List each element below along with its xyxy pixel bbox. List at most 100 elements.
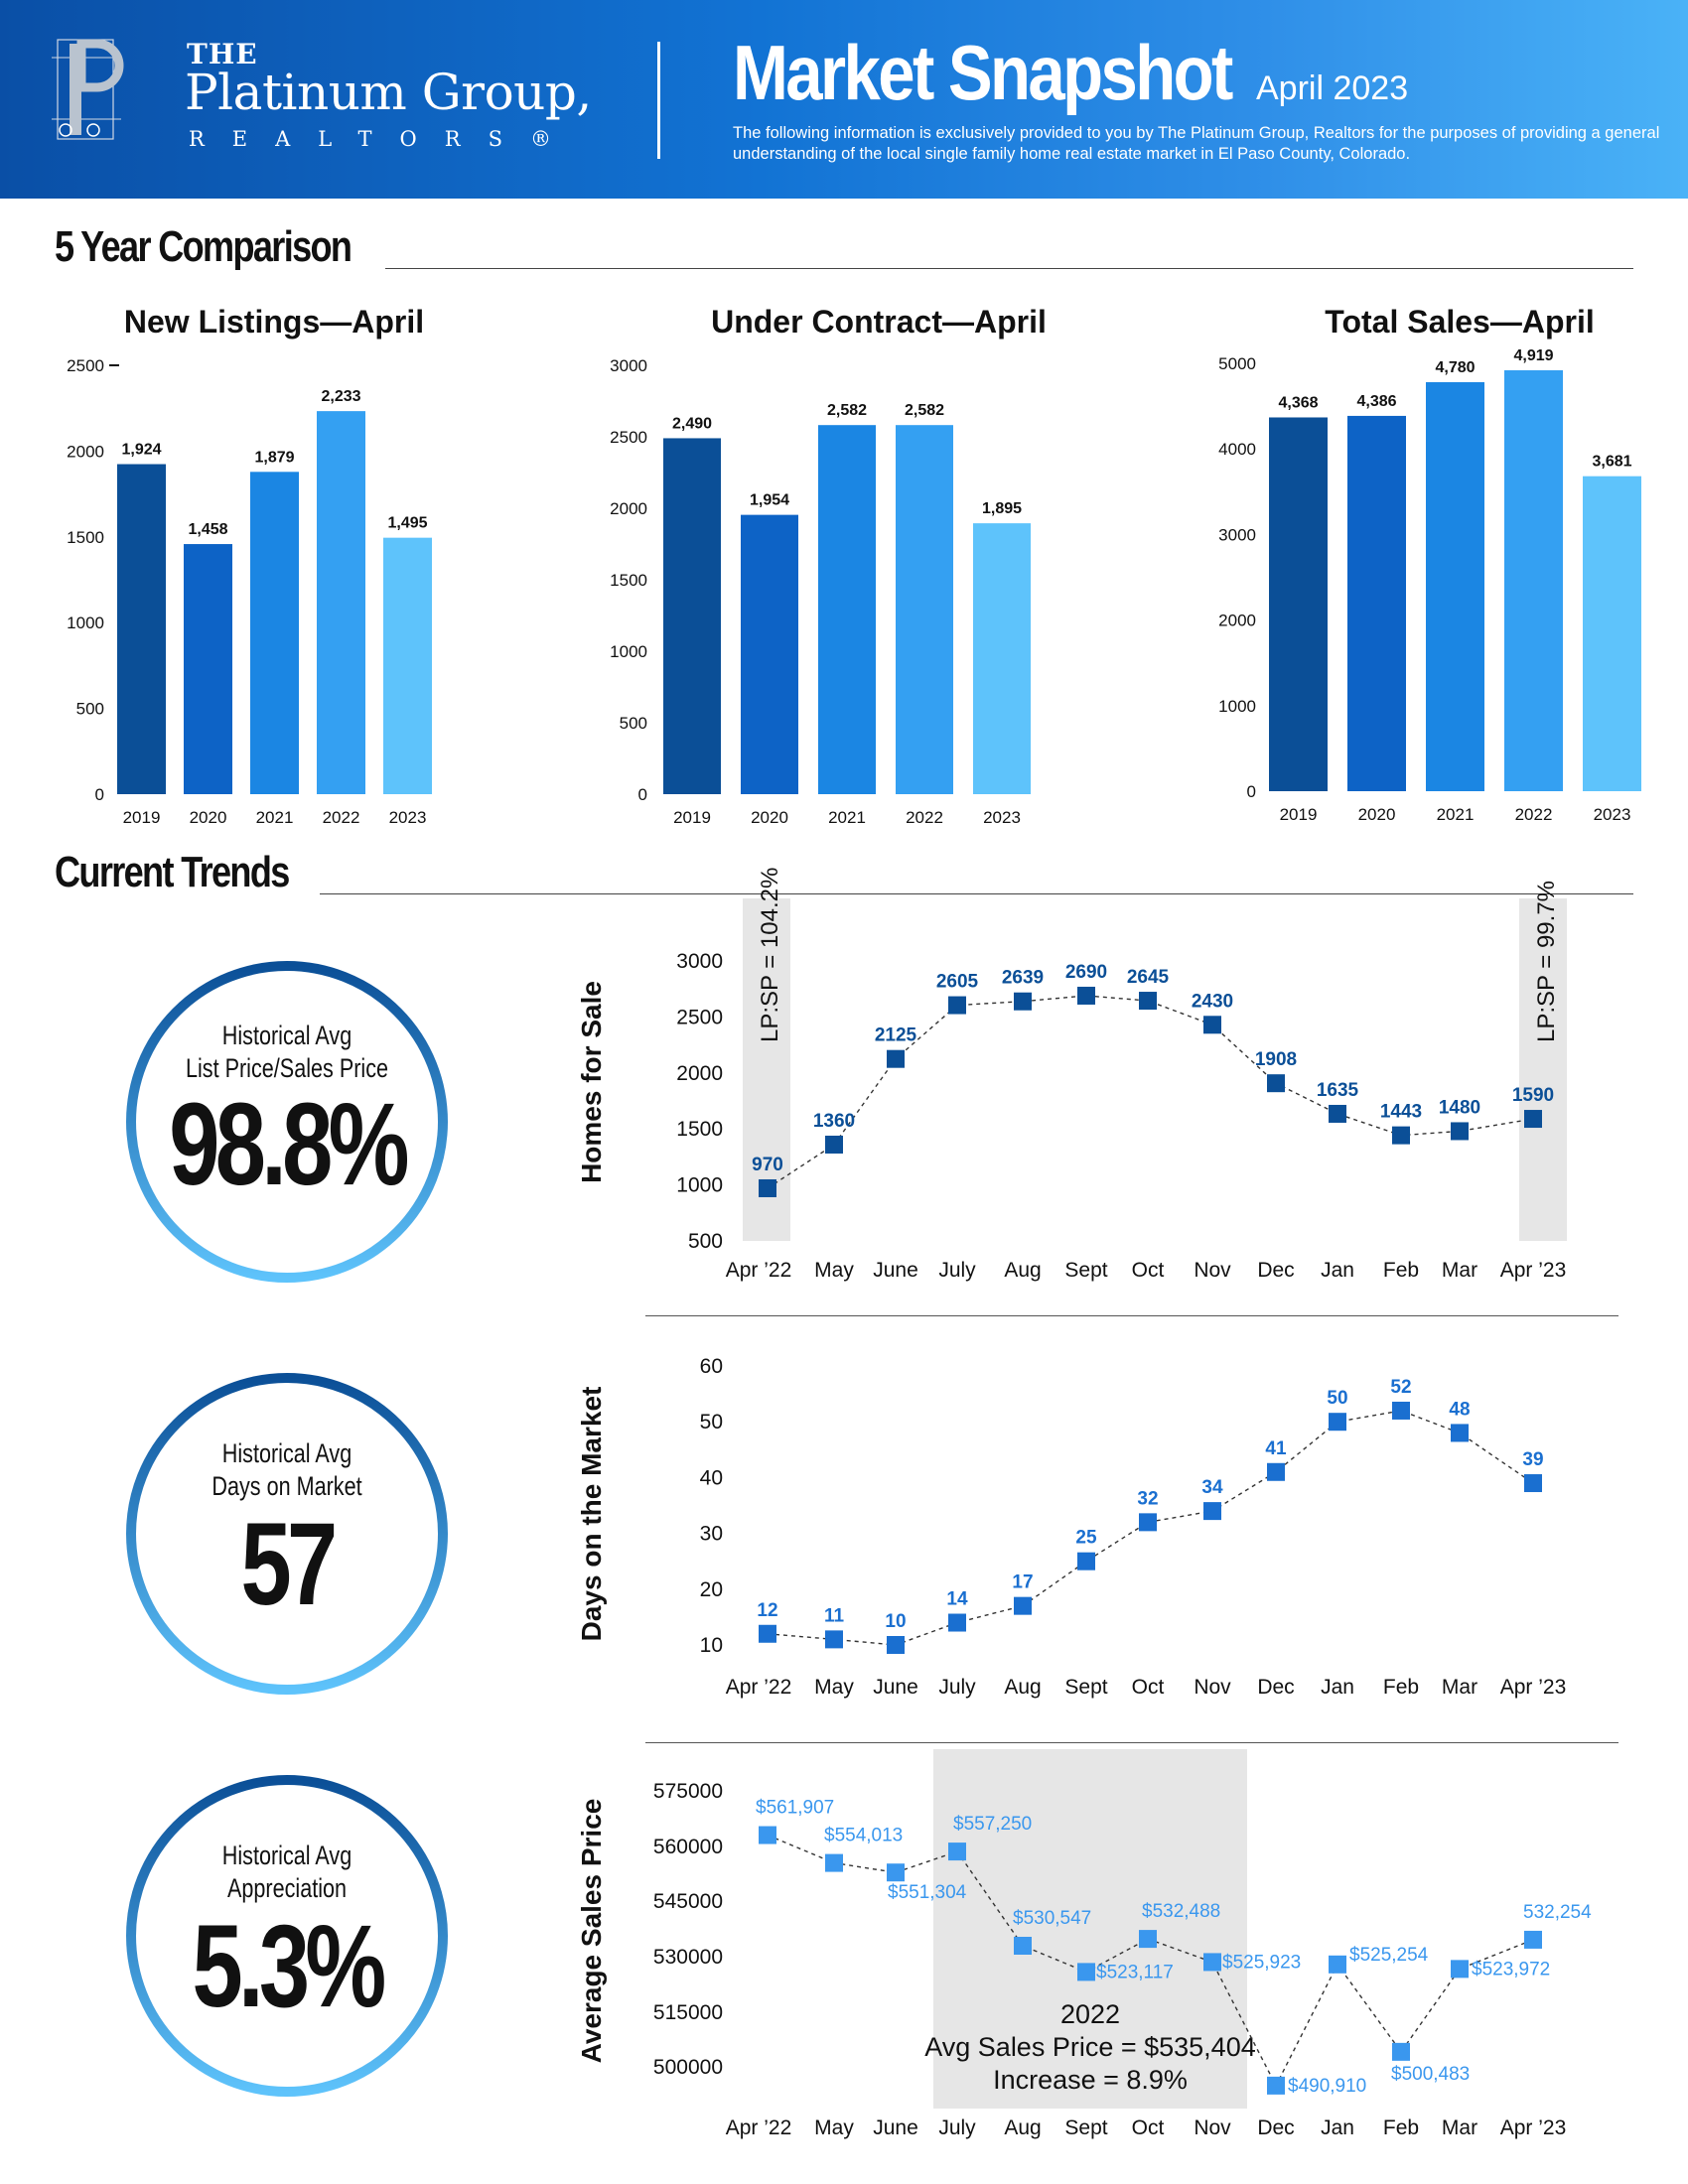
x-tick-label: Dec bbox=[1257, 2116, 1294, 2139]
bar-data-label: 1,895 bbox=[982, 500, 1022, 517]
x-tick-label: July bbox=[938, 1676, 976, 1699]
x-tick-label: 2023 bbox=[983, 808, 1021, 827]
data-point-Nov bbox=[1203, 1953, 1221, 1972]
year-2022-annotation: Avg Sales Price = $535,404 bbox=[924, 2032, 1255, 2062]
data-label: $561,907 bbox=[756, 1798, 834, 1819]
header-banner: THE Platinum Group, REALTORS® Market Sna… bbox=[0, 0, 1688, 199]
chart-divider bbox=[645, 1315, 1618, 1316]
x-tick-label: Nov bbox=[1194, 1676, 1231, 1699]
bar-data-label: 2,233 bbox=[321, 388, 360, 405]
y-tick-label: 3000 bbox=[610, 356, 647, 375]
y-tick-label: 2000 bbox=[610, 499, 647, 518]
bar-2019 bbox=[663, 438, 721, 794]
data-label: $525,254 bbox=[1349, 1945, 1429, 1966]
y-tick-label: 50 bbox=[700, 1411, 723, 1433]
circle-label: Appreciation bbox=[226, 1873, 348, 1903]
circle-label: List Price/Sales Price bbox=[185, 1053, 389, 1083]
bar-2021 bbox=[1426, 381, 1484, 791]
header-divider bbox=[657, 42, 660, 159]
y-tick-label: 2000 bbox=[676, 1062, 723, 1085]
x-tick-label: Sept bbox=[1064, 1259, 1107, 1282]
data-point-July bbox=[948, 1613, 966, 1632]
section-title-current-trends: Current Trends bbox=[55, 848, 290, 896]
data-label: 2125 bbox=[875, 1025, 917, 1046]
x-tick-label: Feb bbox=[1383, 2116, 1419, 2139]
x-tick-label: 2019 bbox=[673, 808, 711, 827]
data-point-Nov bbox=[1203, 1502, 1221, 1521]
platinum-logo-icon bbox=[52, 39, 124, 140]
y-tick-label: 10 bbox=[700, 1634, 723, 1657]
bar-data-label: 1,954 bbox=[750, 492, 789, 509]
x-tick-label: 2021 bbox=[828, 808, 866, 827]
data-label: 39 bbox=[1522, 1449, 1543, 1470]
x-tick-label: Mar bbox=[1442, 1676, 1477, 1699]
data-point-Dec bbox=[1267, 1462, 1285, 1481]
bar-2021 bbox=[818, 425, 876, 794]
data-point-Dec bbox=[1267, 2076, 1285, 2095]
bar-2023 bbox=[1583, 476, 1641, 791]
data-point-Aug bbox=[1014, 1936, 1032, 1955]
y-tick-label: 1000 bbox=[1218, 697, 1256, 716]
x-tick-label: 2022 bbox=[1515, 805, 1553, 824]
y-tick-label: 1000 bbox=[676, 1174, 723, 1197]
y-tick-label: 1000 bbox=[610, 642, 647, 661]
year-2022-annotation: Increase = 8.9% bbox=[993, 2065, 1188, 2095]
data-point-Apr ’22 bbox=[759, 1178, 776, 1197]
y-tick-label: 0 bbox=[95, 785, 104, 804]
bar-2020 bbox=[184, 544, 232, 794]
x-tick-label: Aug bbox=[1004, 1259, 1041, 1282]
x-tick-label: Jan bbox=[1321, 1676, 1354, 1699]
bar-2020 bbox=[741, 514, 798, 794]
x-tick-label: 2019 bbox=[1280, 805, 1318, 824]
x-tick-label: 2020 bbox=[751, 808, 788, 827]
data-point-Jan bbox=[1329, 1413, 1346, 1432]
bar-data-label: 1,879 bbox=[254, 449, 294, 466]
y-tick-label: 545000 bbox=[653, 1890, 723, 1913]
stat-circle-days-on-market: Historical Avg Days on Market 57 bbox=[123, 1370, 451, 1698]
data-label: 2605 bbox=[936, 972, 979, 993]
data-label: 32 bbox=[1137, 1488, 1158, 1509]
logo-realtors: REALTORS® bbox=[189, 127, 579, 151]
data-label: $557,250 bbox=[953, 1814, 1032, 1835]
x-tick-label: Apr ’23 bbox=[1500, 1676, 1567, 1699]
y-tick-label: 560000 bbox=[653, 1836, 723, 1858]
bar-data-label: 2,490 bbox=[672, 415, 712, 432]
data-label: 2645 bbox=[1127, 967, 1170, 988]
data-point-Apr ’22 bbox=[759, 1826, 776, 1844]
x-tick-label: 2022 bbox=[906, 808, 943, 827]
y-tick-label: 2500 bbox=[67, 356, 104, 375]
x-tick-label: Feb bbox=[1383, 1676, 1419, 1699]
x-tick-label: July bbox=[938, 2116, 976, 2139]
stat-circle-appreciation: Historical Avg Appreciation 5.3% bbox=[123, 1772, 451, 2100]
x-tick-label: 2021 bbox=[256, 808, 294, 827]
y-tick-label: 2500 bbox=[676, 1006, 723, 1028]
data-label: $532,488 bbox=[1142, 1901, 1220, 1922]
chart-divider bbox=[645, 1742, 1618, 1743]
data-label: 12 bbox=[757, 1600, 777, 1621]
data-label: 1590 bbox=[1512, 1085, 1554, 1106]
y-tick-label: 500 bbox=[76, 700, 104, 719]
chart-title-new-listings: New Listings—April bbox=[123, 304, 425, 340]
data-label: 14 bbox=[946, 1589, 968, 1610]
data-point-Oct bbox=[1139, 1513, 1157, 1532]
data-point-Oct bbox=[1139, 992, 1157, 1011]
data-point-May bbox=[825, 1135, 843, 1154]
y-tick-label: 500 bbox=[620, 714, 647, 733]
data-label: 25 bbox=[1075, 1528, 1097, 1549]
bar-data-label: 4,780 bbox=[1435, 359, 1475, 376]
data-point-Apr ’22 bbox=[759, 1624, 776, 1643]
data-point-Feb bbox=[1392, 1126, 1410, 1145]
data-label: 1360 bbox=[813, 1111, 855, 1132]
x-tick-label: Jan bbox=[1321, 2116, 1354, 2139]
data-label: $500,483 bbox=[1391, 2064, 1470, 2085]
y-tick-label: 3000 bbox=[676, 950, 723, 973]
data-point-Apr ’23 bbox=[1524, 1930, 1542, 1949]
ring-graphic bbox=[126, 1775, 448, 2097]
x-tick-label: 2022 bbox=[323, 808, 360, 827]
data-point-Jan bbox=[1329, 1104, 1346, 1123]
